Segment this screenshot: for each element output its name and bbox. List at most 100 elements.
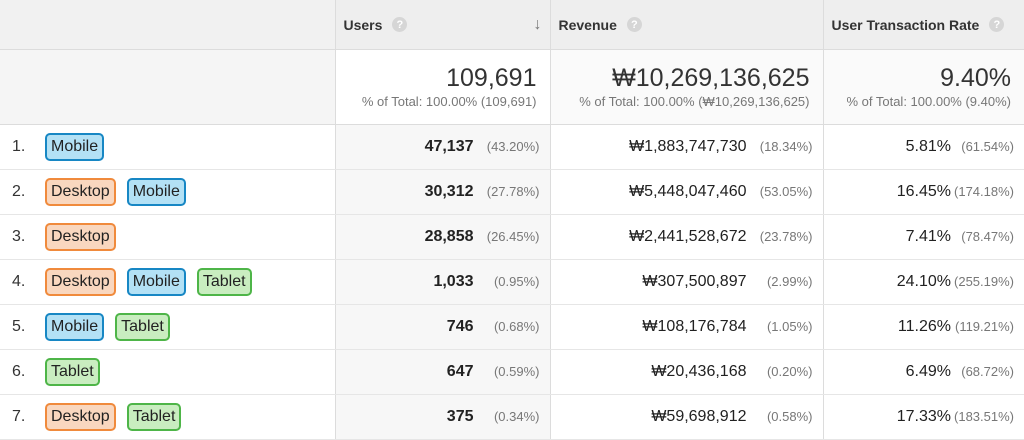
users-total-cell: 109,691 % of Total: 100.00% (109,691)	[335, 50, 550, 125]
dimension-cell: 3.Desktop	[0, 215, 335, 260]
dimension-cell: 5.Mobile Tablet	[0, 305, 335, 350]
rate-total-pct: % of Total: 100.00% (9.40%)	[824, 94, 1024, 110]
revenue-cell: ₩108,176,784(1.05%)	[550, 305, 823, 350]
rate-value: 5.81%	[906, 138, 951, 155]
users-value: 47,137	[425, 138, 474, 155]
rate-percent: (78.47%)	[951, 229, 1014, 244]
rate-value: 7.41%	[906, 228, 951, 245]
segment-tag-tablet[interactable]: Tablet	[115, 313, 170, 341]
users-value: 647	[447, 363, 474, 380]
revenue-value: ₩108,176,784	[642, 318, 746, 335]
help-icon[interactable]: ?	[392, 17, 407, 32]
revenue-value: ₩2,441,528,672	[629, 228, 746, 245]
revenue-percent: (18.34%)	[747, 139, 813, 154]
dimension-cell: 2.Desktop Mobile	[0, 170, 335, 215]
revenue-percent: (1.05%)	[747, 319, 813, 334]
row-index: 7.	[0, 408, 45, 426]
users-value: 28,858	[425, 228, 474, 245]
revenue-value: ₩59,698,912	[651, 408, 746, 425]
users-percent: (0.95%)	[474, 274, 540, 289]
revenue-header-label[interactable]: Revenue	[559, 17, 617, 33]
row-index: 3.	[0, 228, 45, 246]
users-cell: 746(0.68%)	[335, 305, 550, 350]
users-percent: (43.20%)	[474, 139, 540, 154]
users-value: 30,312	[425, 183, 474, 200]
rate-percent: (119.21%)	[951, 319, 1014, 334]
sort-descending-icon[interactable]: ↓	[534, 16, 542, 34]
revenue-cell: ₩59,698,912(0.58%)	[550, 395, 823, 440]
users-total-pct: % of Total: 100.00% (109,691)	[336, 94, 550, 110]
revenue-cell: ₩20,436,168(0.20%)	[550, 350, 823, 395]
segment-tag-mobile[interactable]: Mobile	[127, 178, 186, 206]
rate-percent: (174.18%)	[951, 184, 1014, 199]
segment-tag-desktop[interactable]: Desktop	[45, 268, 116, 296]
row-index: 2.	[0, 183, 45, 201]
revenue-percent: (0.20%)	[747, 364, 813, 379]
users-column-header[interactable]: Users ? ↓	[335, 0, 550, 50]
segment-tag-mobile[interactable]: Mobile	[45, 313, 104, 341]
users-cell: 647(0.59%)	[335, 350, 550, 395]
users-cell: 375(0.34%)	[335, 395, 550, 440]
revenue-percent: (2.99%)	[747, 274, 813, 289]
revenue-value: ₩1,883,747,730	[629, 138, 746, 155]
rate-cell: 7.41%(78.47%)	[823, 215, 1024, 260]
header-row: Users ? ↓ Revenue ? User Transaction Rat…	[0, 0, 1024, 50]
row-index: 5.	[0, 318, 45, 336]
help-icon[interactable]: ?	[627, 17, 642, 32]
segment-tag-tablet[interactable]: Tablet	[197, 268, 252, 296]
users-percent: (0.59%)	[474, 364, 540, 379]
revenue-total-pct: % of Total: 100.00% (₩10,269,136,625)	[551, 94, 823, 110]
rate-percent: (255.19%)	[951, 274, 1014, 289]
row-index: 4.	[0, 273, 45, 291]
segment-tag-tablet[interactable]: Tablet	[127, 403, 182, 431]
rate-cell: 6.49%(68.72%)	[823, 350, 1024, 395]
rate-total-cell: 9.40% % of Total: 100.00% (9.40%)	[823, 50, 1024, 125]
users-cell: 28,858(26.45%)	[335, 215, 550, 260]
users-percent: (0.68%)	[474, 319, 540, 334]
rate-value: 6.49%	[906, 363, 951, 380]
rate-cell: 5.81%(61.54%)	[823, 125, 1024, 170]
revenue-total-value: ₩10,269,136,625	[551, 64, 823, 93]
transaction-rate-column-header[interactable]: User Transaction Rate ?	[823, 0, 1024, 50]
rate-cell: 24.10%(255.19%)	[823, 260, 1024, 305]
revenue-cell: ₩307,500,897(2.99%)	[550, 260, 823, 305]
users-header-label[interactable]: Users	[344, 17, 383, 33]
segment-tag-tablet[interactable]: Tablet	[45, 358, 100, 386]
revenue-percent: (0.58%)	[747, 409, 813, 424]
users-cell: 1,033(0.95%)	[335, 260, 550, 305]
rate-percent: (183.51%)	[951, 409, 1014, 424]
rate-value: 17.33%	[897, 408, 951, 425]
totals-label-cell	[0, 50, 335, 125]
segment-tag-desktop[interactable]: Desktop	[45, 403, 116, 431]
dimension-cell: 1.Mobile	[0, 125, 335, 170]
rate-cell: 16.45%(174.18%)	[823, 170, 1024, 215]
transaction-rate-header-label[interactable]: User Transaction Rate	[832, 17, 980, 33]
revenue-column-header[interactable]: Revenue ?	[550, 0, 823, 50]
revenue-cell: ₩5,448,047,460(53.05%)	[550, 170, 823, 215]
revenue-percent: (23.78%)	[747, 229, 813, 244]
revenue-value: ₩5,448,047,460	[629, 183, 746, 200]
users-cell: 47,137(43.20%)	[335, 125, 550, 170]
table-row[interactable]: 4.Desktop Mobile Tablet 1,033(0.95%)₩307,50…	[0, 260, 1024, 305]
revenue-cell: ₩1,883,747,730(18.34%)	[550, 125, 823, 170]
rate-percent: (61.54%)	[951, 139, 1014, 154]
segment-tag-desktop[interactable]: Desktop	[45, 178, 116, 206]
revenue-total-cell: ₩10,269,136,625 % of Total: 100.00% (₩10…	[550, 50, 823, 125]
rate-value: 11.26%	[898, 318, 951, 335]
segment-tag-mobile[interactable]: Mobile	[127, 268, 186, 296]
users-percent: (0.34%)	[474, 409, 540, 424]
segment-tag-mobile[interactable]: Mobile	[45, 133, 104, 161]
help-icon[interactable]: ?	[989, 17, 1004, 32]
totals-row: 109,691 % of Total: 100.00% (109,691) ₩1…	[0, 50, 1024, 125]
rate-percent: (68.72%)	[951, 364, 1014, 379]
segment-tag-desktop[interactable]: Desktop	[45, 223, 116, 251]
rate-value: 16.45%	[897, 183, 951, 200]
row-index: 1.	[0, 138, 45, 156]
